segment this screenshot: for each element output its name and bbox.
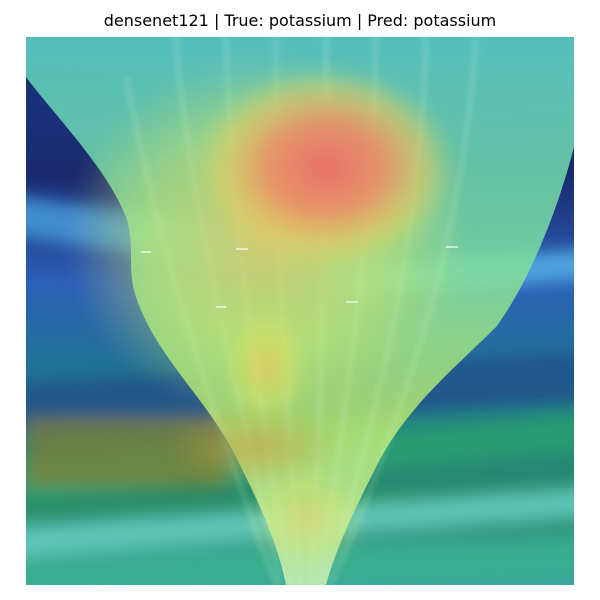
figure-title: densenet121 | True: potassium | Pred: po… — [103, 11, 497, 30]
heatmap-image — [26, 37, 574, 585]
